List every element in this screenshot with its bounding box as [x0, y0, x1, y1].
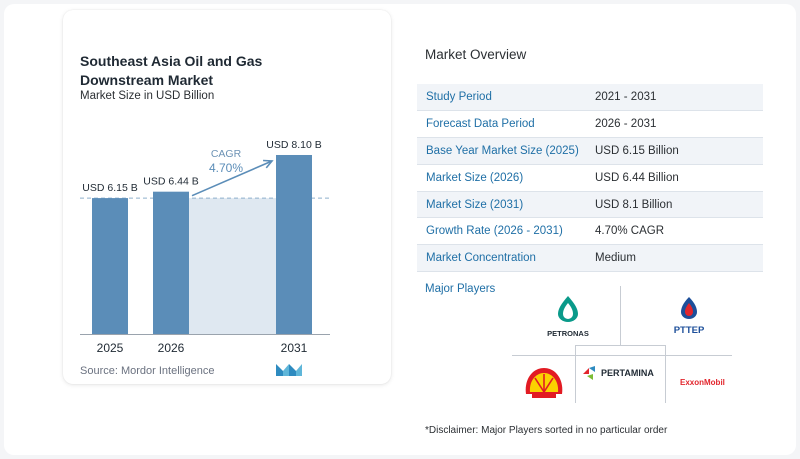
x-tick-label: 2026 — [158, 341, 185, 355]
pttep-logo: PTTEP — [664, 296, 714, 336]
player-divider — [575, 345, 576, 403]
overview-row-value: USD 6.15 Billion — [595, 144, 679, 157]
overview-row-label: Market Size (2031) — [426, 198, 524, 211]
exxonmobil-logo: ExxonMobil — [680, 378, 730, 387]
cagr-arrow — [191, 160, 273, 197]
shell-pecten-icon — [525, 368, 563, 398]
overview-row: Forecast Data Period 2026 - 2031 — [417, 111, 763, 138]
bar — [153, 191, 189, 334]
cagr-label: CAGR — [211, 148, 242, 160]
overview-row: Study Period 2021 - 2031 — [417, 84, 763, 111]
pertamina-name: PERTAMINA — [601, 368, 654, 378]
player-divider — [665, 345, 666, 403]
overview-row-value: USD 6.44 Billion — [595, 171, 679, 184]
pttep-flame-icon — [681, 297, 697, 319]
bar — [276, 154, 312, 334]
player-divider — [620, 286, 621, 346]
growth-band — [189, 198, 276, 334]
pertamina-logo: PERTAMINA — [581, 364, 663, 382]
cagr-arrowhead — [263, 159, 274, 169]
bar-value-label: USD 8.10 B — [266, 139, 321, 151]
shell-logo — [522, 364, 566, 402]
cagr-value: 4.70% — [209, 161, 243, 175]
overview-row: Base Year Market Size (2025) USD 6.15 Bi… — [417, 137, 763, 165]
overview-row-label: Forecast Data Period — [426, 117, 535, 130]
overview-row-value: USD 8.1 Billion — [595, 198, 673, 211]
chart-subtitle: Market Size in USD Billion — [80, 90, 215, 102]
bar-value-label: USD 6.15 B — [82, 182, 137, 194]
petronas-name: PETRONAS — [547, 329, 589, 338]
overview-row-value: Medium — [595, 252, 636, 265]
exxonmobil-name: ExxonMobil — [680, 378, 725, 387]
x-tick-label: 2031 — [281, 341, 308, 355]
overview-row: Market Size (2031) USD 8.1 Billion — [417, 191, 763, 219]
overview-row-value: 4.70% CAGR — [595, 225, 665, 238]
overview-title: Market Overview — [425, 47, 527, 62]
mordor-logo-icon — [276, 364, 302, 376]
overview-row: Market Concentration Medium — [417, 245, 763, 273]
overview-row-label: Base Year Market Size (2025) — [426, 144, 579, 157]
overview-row-label: Market Size (2026) — [426, 171, 524, 184]
player-divider — [575, 345, 665, 346]
overview-row-value: 2021 - 2031 — [595, 90, 657, 103]
pertamina-mark-icon — [583, 366, 595, 380]
disclaimer-text: *Disclaimer: Major Players sorted in no … — [425, 425, 668, 436]
x-tick-label: 2025 — [97, 341, 124, 355]
source-text: Source: Mordor Intelligence — [80, 365, 215, 377]
overview-table: Study Period 2021 - 2031 Forecast Data P… — [417, 84, 763, 273]
overview-row-label: Study Period — [426, 90, 492, 103]
overview-row-label: Market Concentration — [426, 252, 536, 265]
bar-value-label: USD 6.44 B — [143, 176, 198, 188]
major-players-label: Major Players — [425, 283, 496, 295]
overview-row-label: Growth Rate (2026 - 2031) — [426, 225, 563, 238]
chart-title: Southeast Asia Oil and Gas Downstream Ma… — [80, 53, 263, 88]
player-divider — [512, 355, 732, 356]
overview-row-value: 2026 - 2031 — [595, 117, 657, 130]
petronas-logo: PETRONAS — [540, 294, 596, 338]
pttep-name: PTTEP — [673, 325, 705, 336]
petronas-drop-icon — [558, 296, 578, 322]
overview-row: Growth Rate (2026 - 2031) 4.70% CAGR — [417, 218, 763, 246]
bar — [92, 198, 128, 334]
overview-row: Market Size (2026) USD 6.44 Billion — [417, 165, 763, 192]
